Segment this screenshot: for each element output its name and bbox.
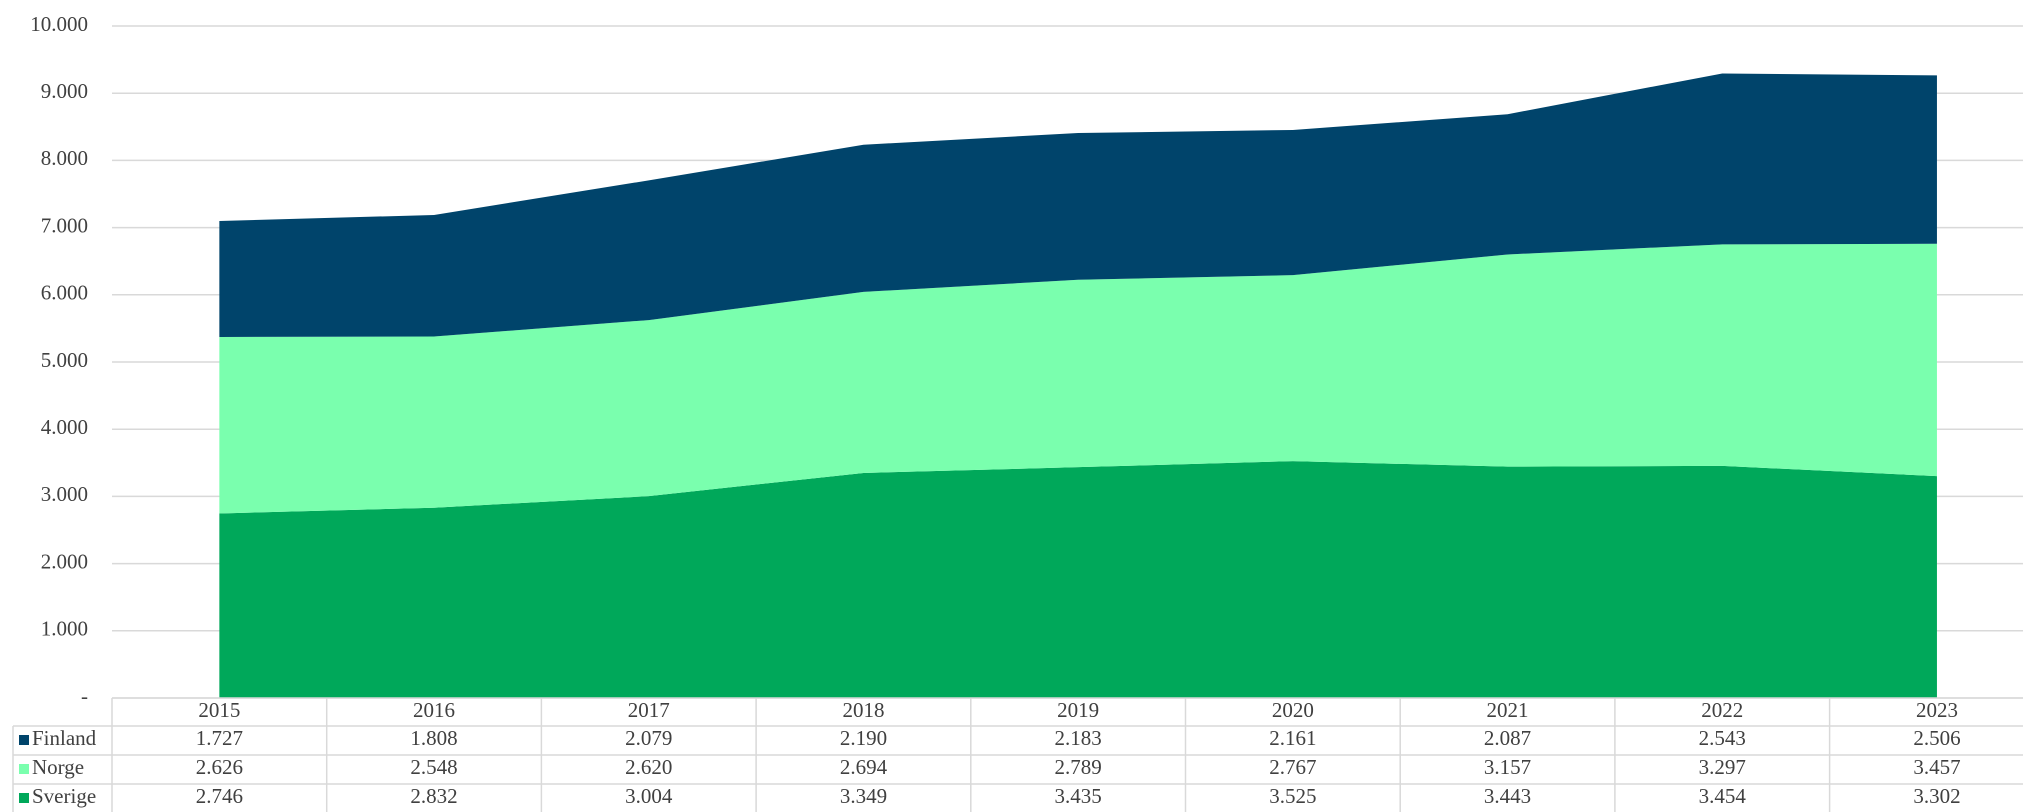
data-label: 2.789 (1055, 755, 1102, 779)
y-tick-label: 4.000 (41, 415, 88, 439)
data-label: 2.626 (196, 755, 243, 779)
y-tick-label: 9.000 (41, 79, 88, 103)
data-label: 2.694 (840, 755, 888, 779)
x-tick-label: 2023 (1916, 698, 1958, 722)
y-tick-label: - (81, 684, 88, 708)
legend-label: Norge (32, 755, 84, 779)
legend-swatch (19, 735, 29, 745)
y-tick-label: 5.000 (41, 348, 88, 372)
y-tick-label: 3.000 (41, 482, 88, 506)
y-tick-label: 8.000 (41, 146, 88, 170)
data-label: 3.004 (625, 784, 673, 808)
legend-swatch (19, 764, 29, 774)
data-label: 1.727 (196, 726, 243, 750)
data-label: 2.620 (625, 755, 672, 779)
data-label: 2.548 (410, 755, 457, 779)
data-label: 3.349 (840, 784, 887, 808)
x-tick-label: 2020 (1272, 698, 1314, 722)
data-label: 3.443 (1484, 784, 1531, 808)
y-tick-label: 10.000 (30, 12, 88, 36)
area (219, 243, 1937, 514)
data-label: 2.161 (1269, 726, 1316, 750)
data-label: 3.297 (1699, 755, 1746, 779)
data-label: 2.543 (1699, 726, 1746, 750)
data-label: 2.832 (410, 784, 457, 808)
x-tick-label: 2017 (628, 698, 670, 722)
x-tick-label: 2022 (1701, 698, 1743, 722)
data-label: 2.746 (196, 784, 243, 808)
data-label: 3.457 (1913, 755, 1960, 779)
data-label: 2.087 (1484, 726, 1531, 750)
y-tick-label: 1.000 (41, 617, 88, 641)
legend-label: Finland (32, 726, 97, 750)
data-label: 3.157 (1484, 755, 1531, 779)
x-tick-label: 2019 (1057, 698, 1099, 722)
y-tick-label: 7.000 (41, 213, 88, 237)
data-label: 3.454 (1699, 784, 1747, 808)
legend-label: Sverige (32, 784, 96, 808)
x-tick-label: 2018 (842, 698, 884, 722)
data-label: 2.767 (1269, 755, 1316, 779)
data-label: 2.183 (1055, 726, 1102, 750)
x-tick-label: 2021 (1487, 698, 1529, 722)
data-label: 3.302 (1913, 784, 1960, 808)
y-tick-label: 2.000 (41, 549, 88, 573)
legend-swatch (19, 793, 29, 803)
data-label: 2.079 (625, 726, 672, 750)
data-label: 1.808 (410, 726, 457, 750)
data-label: 3.525 (1269, 784, 1316, 808)
area (219, 73, 1937, 338)
x-tick-label: 2015 (198, 698, 240, 722)
y-tick-label: 6.000 (41, 281, 88, 305)
data-label: 2.190 (840, 726, 887, 750)
data-label: 3.435 (1055, 784, 1102, 808)
x-tick-label: 2016 (413, 698, 455, 722)
data-label: 2.506 (1913, 726, 1960, 750)
area (219, 461, 1937, 698)
